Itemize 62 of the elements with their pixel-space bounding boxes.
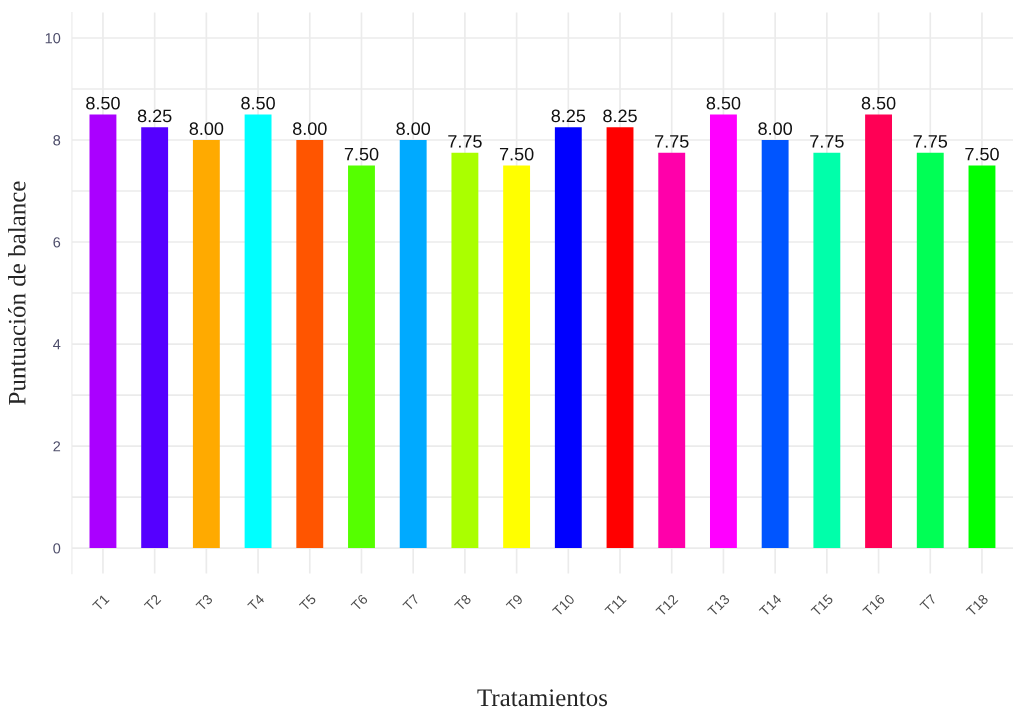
x-tick-label: T10 (551, 593, 576, 617)
data-label: 8.50 (706, 96, 741, 110)
y-tick-label: 6 (53, 237, 61, 248)
data-label: 7.75 (913, 135, 948, 148)
bar (968, 165, 996, 549)
bar (709, 114, 737, 549)
data-label: 7.50 (965, 147, 999, 161)
data-label: 7.75 (655, 135, 689, 148)
y-axis-title: Puntuación de balance (8, 181, 26, 405)
x-tick-label: T1 (92, 593, 110, 612)
x-tick-label: T18 (965, 593, 989, 617)
x-tick-label: T16 (862, 593, 886, 617)
x-tick-label: T14 (758, 593, 782, 617)
data-label: 8.25 (551, 109, 586, 123)
x-tick-label: T5 (298, 593, 317, 612)
bar (658, 152, 686, 549)
bar (761, 140, 789, 549)
x-tick-label: T7 (919, 593, 937, 612)
bar (399, 140, 427, 549)
data-label: 8.00 (189, 122, 224, 136)
x-tick-label: T4 (247, 593, 265, 612)
x-tick-label: T11 (604, 593, 627, 617)
y-tick-label: 8 (53, 135, 61, 146)
x-tick-label: T2 (143, 593, 162, 612)
bar (606, 127, 634, 549)
x-tick-label: T6 (350, 593, 369, 612)
bar (141, 127, 169, 549)
bar (244, 114, 272, 549)
data-label: 7.75 (810, 135, 844, 148)
x-tick-label: T13 (707, 593, 731, 617)
bar (503, 165, 531, 549)
bar (916, 152, 944, 549)
data-label: 8.00 (292, 122, 327, 136)
data-label: 7.50 (499, 147, 534, 161)
x-tick-label: T7 (402, 593, 420, 612)
bar (865, 114, 892, 549)
data-label: 8.50 (86, 96, 120, 110)
data-label: 8.25 (137, 109, 172, 123)
data-label: 7.75 (448, 135, 482, 148)
data-label: 8.00 (758, 122, 793, 136)
data-label: 8.25 (603, 109, 637, 123)
x-tick-label: T8 (453, 593, 472, 612)
y-tick-label: 4 (53, 339, 61, 350)
x-tick-label: T15 (810, 593, 834, 617)
data-label: 8.00 (396, 122, 431, 136)
x-tick-label: T3 (195, 593, 214, 612)
x-tick-label: T9 (505, 593, 524, 612)
x-axis-title: Tratamientos (477, 689, 608, 707)
bar (348, 165, 375, 549)
bar (813, 152, 841, 549)
y-tick-label: 0 (53, 543, 61, 554)
data-label: 8.50 (241, 96, 275, 110)
x-tick-label: T12 (655, 593, 679, 617)
bar (451, 152, 479, 549)
data-label: 8.50 (861, 96, 896, 110)
bar (89, 114, 117, 549)
y-tick-label: 10 (45, 33, 61, 44)
bar (296, 140, 324, 549)
y-tick-label: 2 (53, 441, 61, 452)
data-label: 7.50 (344, 147, 379, 161)
bar (192, 140, 220, 549)
bar (554, 127, 582, 549)
